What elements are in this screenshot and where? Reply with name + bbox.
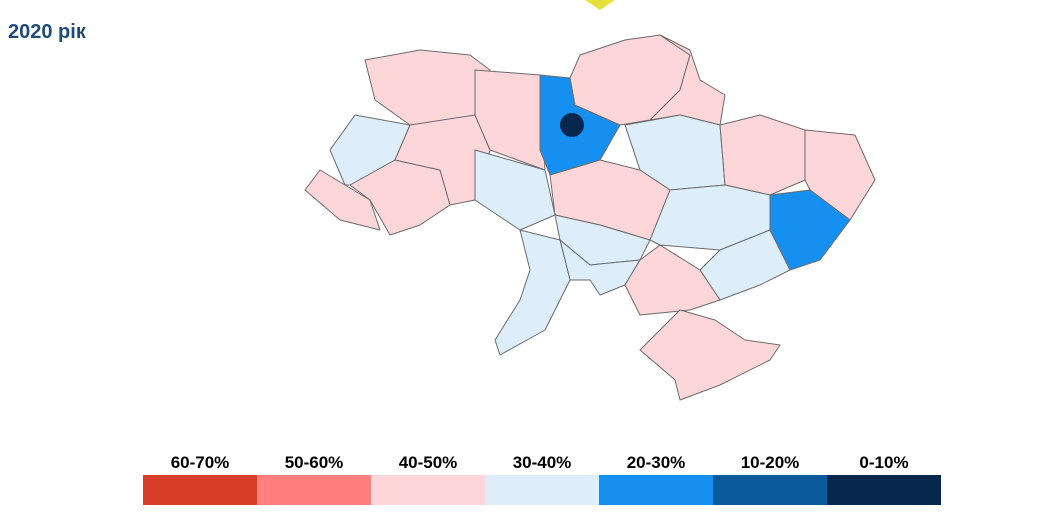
legend-label: 30-40% [513, 453, 572, 472]
legend-swatch [599, 475, 713, 505]
kyiv-city [560, 113, 584, 137]
region [474, 69, 546, 171]
legend-label: 50-60% [285, 453, 344, 472]
region [639, 309, 781, 401]
legend-label: 20-30% [627, 453, 686, 472]
legend-label: 0-10% [859, 453, 908, 472]
legend-label: 60-70% [171, 453, 230, 472]
title: 2020 рік [8, 21, 87, 43]
legend-swatch [485, 475, 599, 505]
legend: 60-70% 50-60% 40-50% 30-40% 20-30% 10-20% 0-10… [143, 453, 941, 505]
region [364, 49, 491, 126]
region [624, 244, 721, 316]
legend-swatch [827, 475, 941, 505]
legend-swatch [713, 475, 827, 505]
region [719, 114, 806, 196]
legend-label: 10-20% [741, 453, 800, 472]
region [494, 229, 571, 356]
marker-triangle [585, 0, 615, 10]
region [559, 239, 641, 296]
legend-label: 40-50% [399, 453, 458, 472]
ukraine-map [304, 34, 876, 401]
legend-swatch [143, 475, 257, 505]
legend-swatch [371, 475, 485, 505]
legend-swatch [257, 475, 371, 505]
